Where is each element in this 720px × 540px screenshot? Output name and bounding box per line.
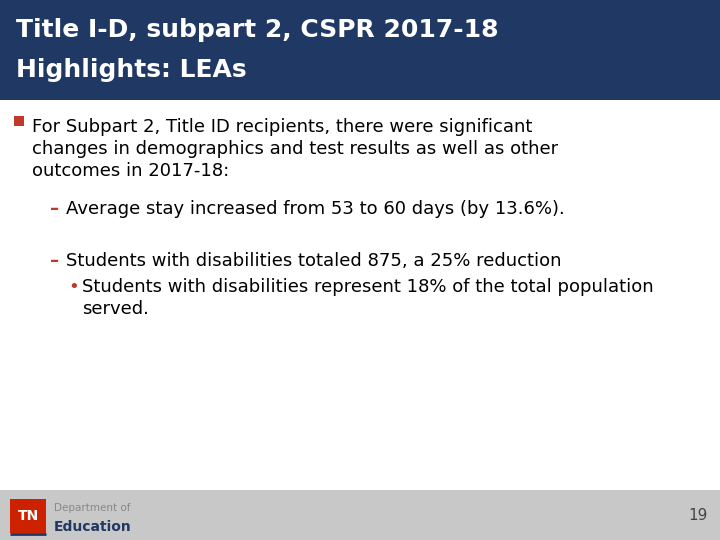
Text: Education: Education — [54, 520, 132, 534]
Bar — [14, 116, 24, 126]
Text: changes in demographics and test results as well as other: changes in demographics and test results… — [32, 140, 558, 158]
Text: Students with disabilities represent 18% of the total population: Students with disabilities represent 18%… — [82, 278, 654, 296]
Text: served.: served. — [82, 300, 149, 318]
Text: –: – — [50, 200, 59, 218]
Text: Highlights: LEAs: Highlights: LEAs — [16, 58, 247, 82]
Text: Title I-D, subpart 2, CSPR 2017-18: Title I-D, subpart 2, CSPR 2017-18 — [16, 18, 498, 42]
Text: •: • — [68, 278, 78, 296]
Bar — [10, 499, 46, 533]
Text: outcomes in 2017-18:: outcomes in 2017-18: — [32, 162, 229, 180]
Bar — [0, 0, 720, 100]
Text: Department of: Department of — [54, 503, 130, 513]
Text: 19: 19 — [688, 508, 708, 523]
Text: For Subpart 2, Title ID recipients, there were significant: For Subpart 2, Title ID recipients, ther… — [32, 118, 532, 136]
Text: Average stay increased from 53 to 60 days (by 13.6%).: Average stay increased from 53 to 60 day… — [66, 200, 564, 218]
Text: –: – — [50, 252, 59, 270]
Text: Students with disabilities totaled 875, a 25% reduction: Students with disabilities totaled 875, … — [66, 252, 562, 270]
Text: TN: TN — [17, 509, 39, 523]
Bar — [0, 490, 720, 540]
